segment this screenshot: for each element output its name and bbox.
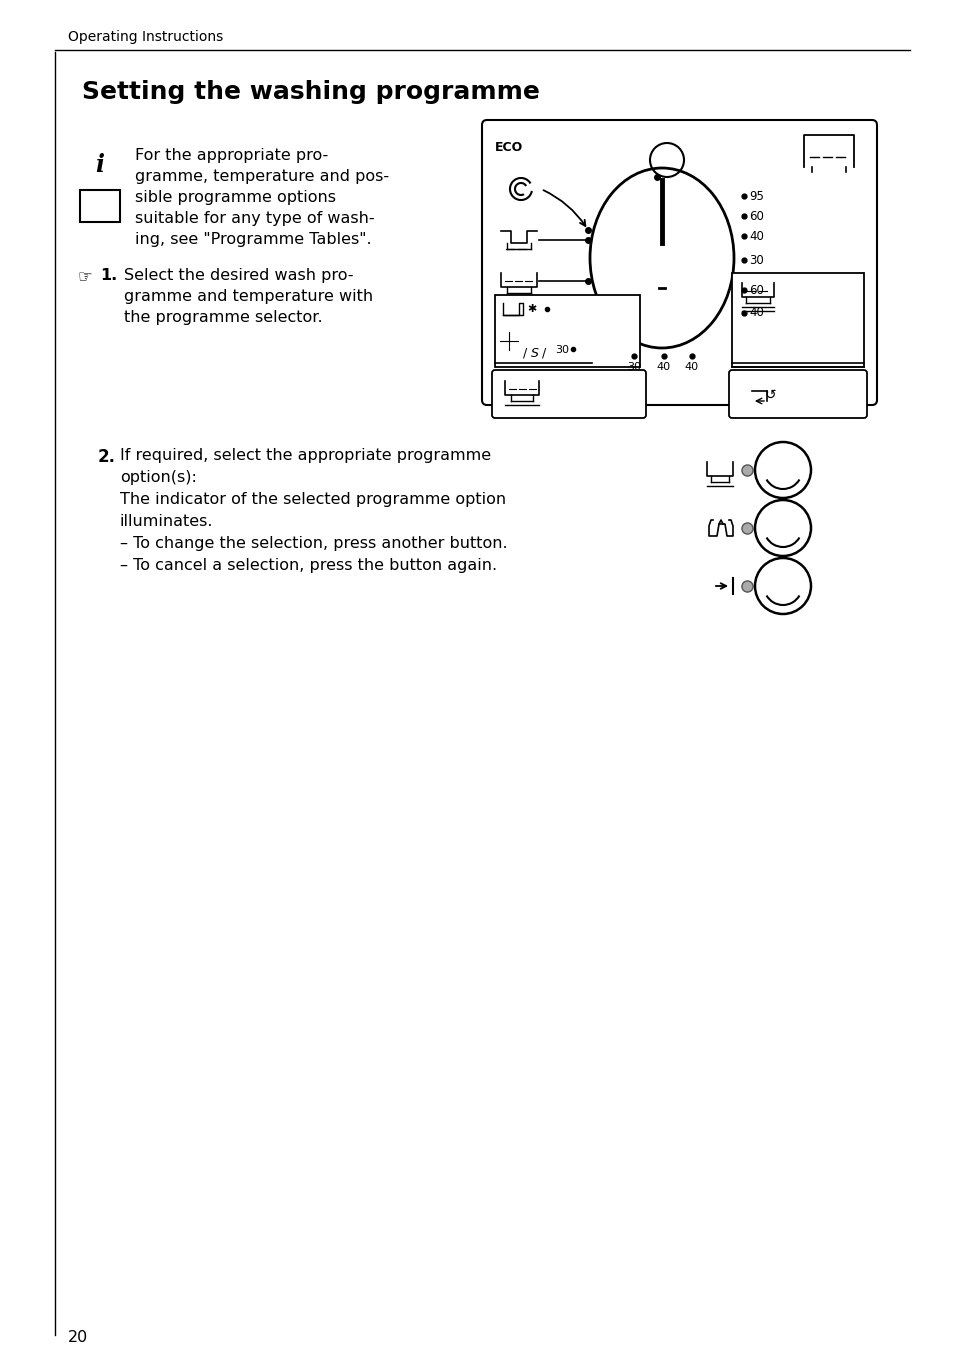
FancyBboxPatch shape xyxy=(731,273,863,366)
Text: 60: 60 xyxy=(748,210,763,223)
Text: ✱: ✱ xyxy=(526,304,536,314)
Text: ↺: ↺ xyxy=(763,388,775,402)
Text: illuminates.: illuminates. xyxy=(120,514,213,529)
Text: S: S xyxy=(531,347,538,360)
Text: 60: 60 xyxy=(748,284,763,296)
Text: Operating Instructions: Operating Instructions xyxy=(68,30,223,45)
Text: sible programme options: sible programme options xyxy=(135,191,335,206)
Text: gramme, temperature and pos-: gramme, temperature and pos- xyxy=(135,169,389,184)
Text: 95: 95 xyxy=(748,189,763,203)
Text: 40: 40 xyxy=(657,362,670,372)
Text: the programme selector.: the programme selector. xyxy=(124,310,322,324)
Text: /: / xyxy=(541,347,546,360)
Ellipse shape xyxy=(589,168,733,347)
Text: ☞: ☞ xyxy=(78,268,92,287)
Text: – To change the selection, press another button.: – To change the selection, press another… xyxy=(120,535,507,552)
Text: 2.: 2. xyxy=(98,448,116,466)
Text: Setting the washing programme: Setting the washing programme xyxy=(82,80,539,104)
Text: 1.: 1. xyxy=(100,268,117,283)
FancyBboxPatch shape xyxy=(728,370,866,418)
Text: suitable for any type of wash-: suitable for any type of wash- xyxy=(135,211,375,226)
Text: 30: 30 xyxy=(748,254,763,266)
Text: ing, see "Programme Tables".: ing, see "Programme Tables". xyxy=(135,233,372,247)
Text: i: i xyxy=(95,153,105,177)
FancyBboxPatch shape xyxy=(80,191,120,222)
Text: 20: 20 xyxy=(68,1330,89,1345)
FancyBboxPatch shape xyxy=(492,370,645,418)
Text: Select the desired wash pro-: Select the desired wash pro- xyxy=(124,268,354,283)
Text: 30: 30 xyxy=(626,362,640,372)
Text: 40: 40 xyxy=(748,230,763,242)
Text: If required, select the appropriate programme: If required, select the appropriate prog… xyxy=(120,448,491,462)
FancyBboxPatch shape xyxy=(481,120,876,406)
Text: ECO: ECO xyxy=(495,141,522,154)
Text: 30: 30 xyxy=(555,345,568,356)
Text: For the appropriate pro-: For the appropriate pro- xyxy=(135,147,328,164)
Text: option(s):: option(s): xyxy=(120,470,196,485)
Text: – To cancel a selection, press the button again.: – To cancel a selection, press the butto… xyxy=(120,558,497,573)
Text: 40: 40 xyxy=(748,307,763,319)
FancyBboxPatch shape xyxy=(495,295,639,366)
Text: /: / xyxy=(522,347,527,360)
Text: 40: 40 xyxy=(684,362,699,372)
Text: The indicator of the selected programme option: The indicator of the selected programme … xyxy=(120,492,506,507)
Text: gramme and temperature with: gramme and temperature with xyxy=(124,289,373,304)
